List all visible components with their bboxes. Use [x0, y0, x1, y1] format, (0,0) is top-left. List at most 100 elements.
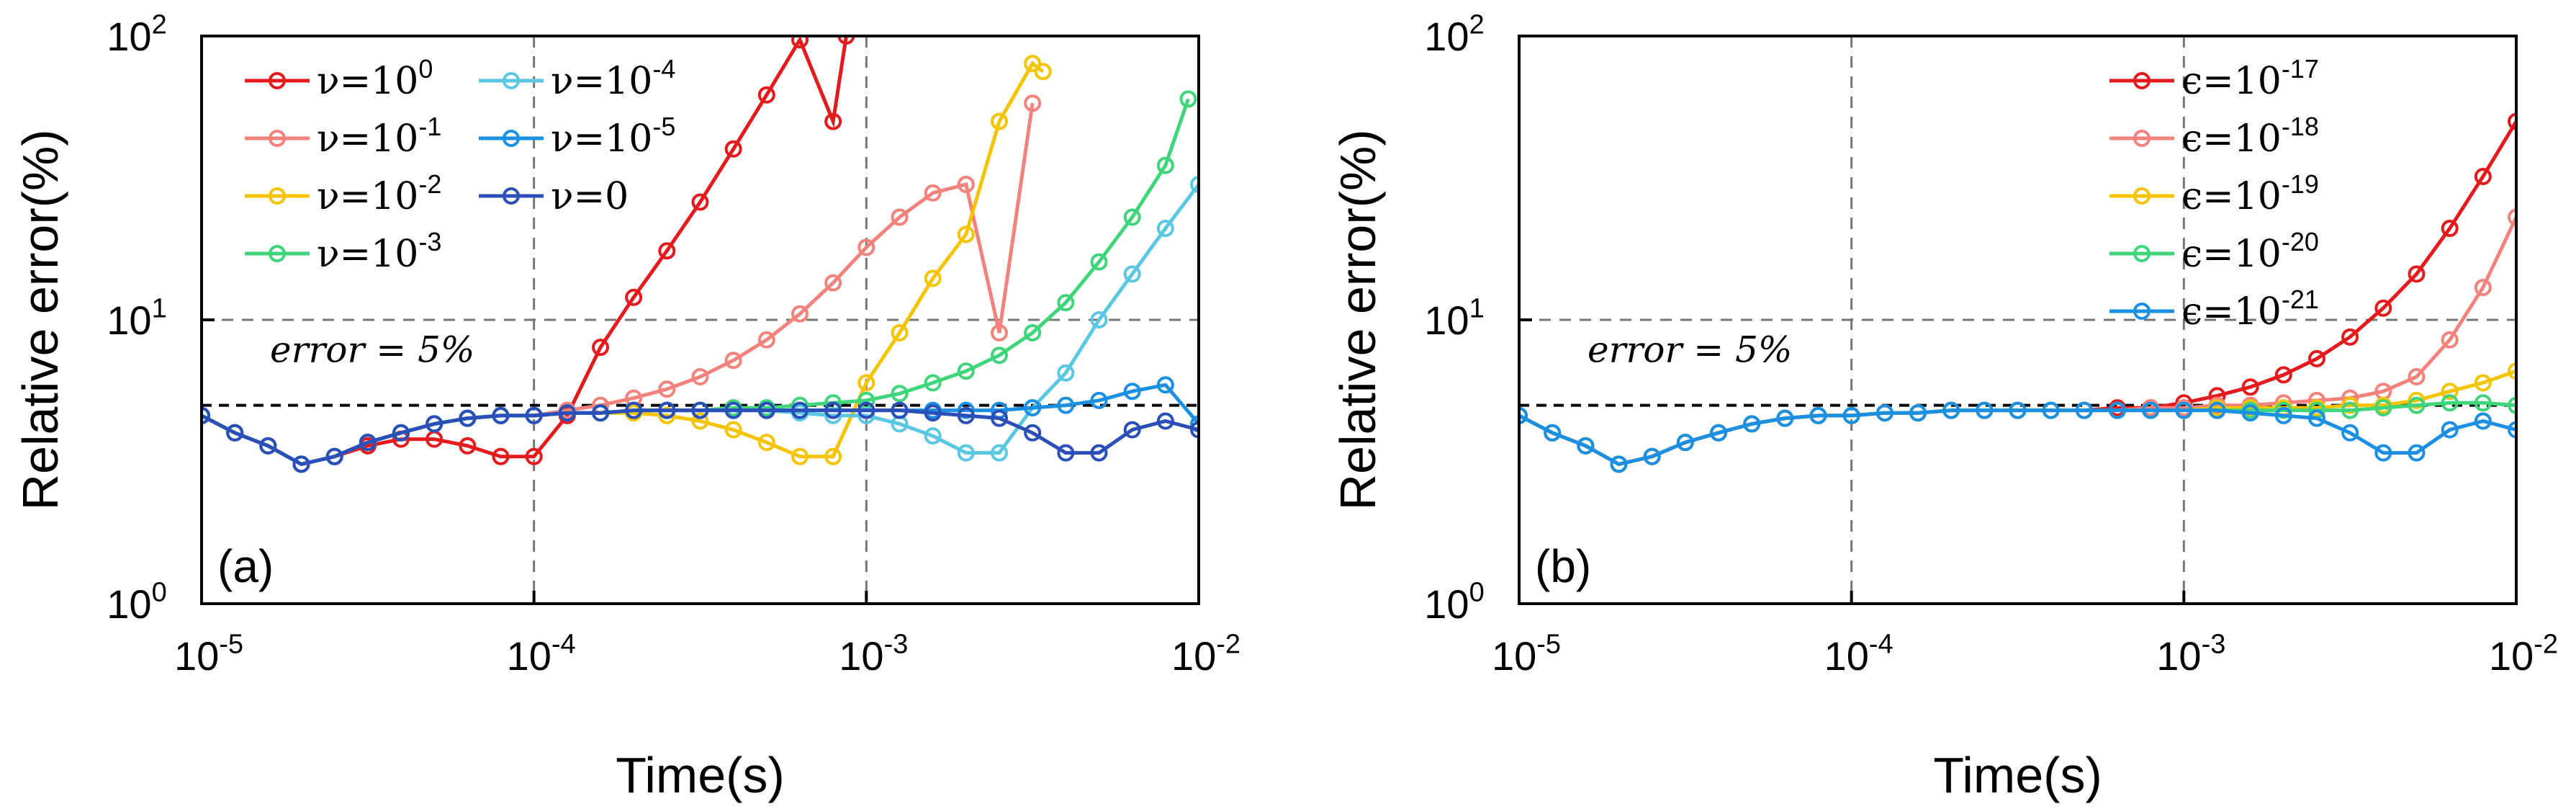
series-line-0: [1519, 120, 2516, 467]
series-point: [1156, 412, 1174, 430]
series-point: [1034, 63, 1052, 81]
x-tick-label-exp: -3: [884, 629, 909, 659]
legend-label-base: ϵ=10: [2181, 60, 2282, 103]
series-point: [924, 184, 942, 202]
series-point: [2009, 401, 2027, 419]
series-point: [325, 447, 343, 465]
x-tick-label: 10-2: [1171, 629, 1240, 679]
series-point: [1179, 90, 1197, 108]
legend-label-base: ϵ=10: [2181, 233, 2282, 276]
series-point: [2274, 366, 2292, 384]
y-tick-label: 101: [107, 293, 166, 343]
series-point: [824, 401, 842, 419]
series-point: [857, 374, 875, 392]
series-point: [1090, 444, 1108, 462]
series-point: [824, 406, 842, 424]
x-tick-label-base: 10: [2489, 633, 2534, 679]
legend-label-exp: -21: [2282, 285, 2319, 314]
series-point: [857, 238, 875, 256]
legend-label-exp: -1: [418, 112, 441, 141]
series-line-6: [202, 408, 1199, 467]
series-point: [1123, 265, 1141, 283]
series-point: [691, 368, 709, 386]
legend-label-exp: -5: [652, 112, 675, 141]
series-point: [2441, 394, 2459, 412]
series-point: [492, 406, 510, 424]
x-tick-label-base: 10: [1492, 633, 1536, 679]
y-tick-label: 102: [1424, 9, 1484, 59]
series-point: [2109, 401, 2127, 419]
legend-label-base: ν=10: [317, 175, 418, 218]
series-point: [2341, 328, 2359, 346]
series-point: [891, 324, 909, 342]
series-line-0: [202, 36, 848, 467]
legend-swatch-marker: [2133, 303, 2151, 320]
series-point: [1123, 421, 1141, 439]
y-tick-label: 102: [107, 9, 166, 59]
y-tick-label-exp: 1: [1469, 293, 1485, 323]
panel-label: (b): [1535, 540, 1591, 592]
series-point: [957, 444, 975, 462]
legend: ϵ=10-17ϵ=10-18ϵ=10-19ϵ=10-20ϵ=10-21: [2109, 54, 2319, 334]
y-tick-label-base: 10: [107, 581, 151, 627]
legend-label-exp: -19: [2282, 169, 2319, 199]
legend-label: ϵ=10-20: [2181, 227, 2319, 276]
legend-swatch-marker: [503, 130, 520, 147]
series-point: [1090, 253, 1108, 271]
series-point: [757, 434, 775, 452]
legend-label-exp: -4: [652, 54, 675, 84]
series-point: [1057, 396, 1075, 414]
series-point: [924, 269, 942, 287]
series-point: [924, 427, 942, 445]
x-tick-label-base: 10: [507, 633, 551, 679]
series-point: [1024, 424, 1042, 442]
legend-label-exp: -2: [418, 169, 441, 199]
series-point: [1976, 401, 1994, 419]
series-point: [425, 415, 443, 433]
series-point: [1156, 220, 1174, 238]
series-point: [1676, 434, 1694, 452]
x-tick-label-exp: -5: [1536, 629, 1561, 659]
legend-label-base: ν=10: [317, 233, 418, 276]
legend-swatch-marker: [2133, 72, 2151, 89]
x-tick-label: 10-4: [1824, 629, 1893, 679]
series-point: [2508, 421, 2516, 439]
series-point: [2175, 401, 2193, 419]
series-point: [625, 288, 643, 306]
y-tick-label-exp: 0: [152, 577, 167, 607]
legend-label: ϵ=10-18: [2181, 112, 2319, 161]
series-point: [824, 447, 842, 465]
series-point: [824, 112, 842, 130]
x-tick-label-exp: -4: [551, 629, 576, 659]
series-point: [891, 208, 909, 226]
legend-label: ν=10-1: [317, 112, 441, 161]
series-point: [2408, 265, 2426, 283]
x-tick-label-base: 10: [174, 633, 219, 679]
series-point: [2408, 444, 2426, 462]
legend-label-base: ν=10: [317, 117, 418, 161]
series-point: [2474, 374, 2492, 392]
legend-label: ν=0: [551, 175, 629, 218]
series-point: [226, 424, 244, 442]
y-tick-label-base: 10: [1424, 298, 1469, 343]
series-group: [202, 36, 1199, 473]
series-point: [1190, 415, 1199, 433]
series-point: [1057, 294, 1075, 312]
series-point: [525, 447, 543, 465]
panel-a: error = 5%10-5 10-4 10-3 10-2100101102Time(…: [12, 9, 1240, 803]
series-point: [2042, 401, 2060, 419]
series-point: [2374, 399, 2392, 417]
series-point: [724, 140, 742, 158]
series-point: [2341, 401, 2359, 419]
reference-annotation: error = 5%: [1588, 329, 1792, 371]
x-tick-label-base: 10: [2156, 633, 2201, 679]
legend-label-base: ν=0: [551, 175, 629, 218]
legend-swatch-marker: [2133, 130, 2151, 147]
series-point: [1090, 311, 1108, 328]
series-point: [558, 404, 576, 422]
y-tick-label-exp: 2: [152, 9, 167, 40]
x-tick-label-exp: -2: [2534, 629, 2558, 659]
series-point: [757, 86, 775, 104]
